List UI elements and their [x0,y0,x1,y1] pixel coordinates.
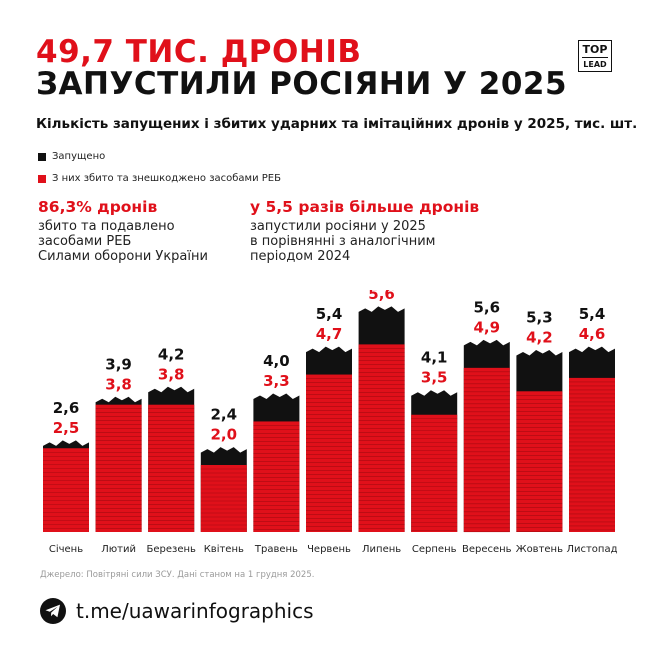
value-label-shot-down: 4,9 [474,318,501,336]
legend-item-shot-down: З них збито та знешкоджено засобами РЕБ [38,173,281,184]
stat-shot-down-share: 86,3% дронів збито та подавлено засобами… [38,198,208,264]
value-label-shot-down: 3,8 [158,365,185,383]
month-label: Червень [307,544,351,555]
legend-swatch-shot-down [38,174,46,183]
month-label: Листопад [566,544,617,555]
value-label-launched: 2,6 [53,399,80,417]
bar-shot-down [200,465,247,532]
value-label-launched: 4,2 [158,345,185,363]
legend-label-shot-down: З них збито та знешкоджено засобами РЕБ [52,173,281,184]
bar-shot-down [43,448,89,532]
month-label: Серпень [412,544,457,555]
month-label: Квітень [204,543,244,555]
stat-right-highlight: у 5,5 разів більше дронів [250,198,480,216]
value-label-launched: 5,4 [579,305,606,323]
legend-swatch-launched [38,152,46,161]
month-label: Березень [146,544,196,555]
month-label: Лютий [101,544,136,555]
value-label-shot-down: 4,7 [316,325,343,343]
month-label: Січень [49,543,83,555]
value-label-launched: 5,3 [526,308,553,326]
value-label-launched: 5,4 [316,305,343,323]
value-label-launched: 4,0 [263,352,290,370]
stat-growth: у 5,5 разів більше дронів запустили росі… [250,198,479,264]
value-label-shot-down: 3,5 [421,369,448,387]
telegram-link-text[interactable]: t.me/uawarinfographics [76,599,314,623]
top-lead-logo: TOP LEAD [578,40,612,72]
value-label-shot-down: 3,8 [105,375,132,393]
value-label-launched: 3,9 [105,355,132,373]
bar-shot-down [463,367,510,532]
bar-shot-down [148,404,195,532]
telegram-icon [40,598,66,624]
bar-shot-down [516,391,563,532]
month-label: Травень [254,544,298,555]
value-label-shot-down: 2,5 [53,419,80,437]
value-label-shot-down: 4,2 [526,328,553,346]
stat-right-line: періодом 2024 [250,249,351,264]
month-label: Вересень [462,544,512,555]
month-label: Жовтень [516,544,563,555]
title-line-2: ЗАПУСТИЛИ РОСІЯНИ У 2025 [36,66,568,102]
bar-shot-down [306,374,352,532]
bar-shot-down [569,377,615,532]
stat-left-highlight: 86,3% дронів [38,198,158,216]
stat-left-line: засобами РЕБ [38,234,132,249]
chart-subtitle: Кількість запущених і збитих ударних та … [36,116,638,132]
value-label-shot-down: 5,6 [368,290,395,303]
value-label-shot-down: 4,6 [579,325,606,343]
bar-shot-down [253,421,300,532]
legend-label-launched: Запущено [52,151,106,162]
logo-bottom-text: LEAD [582,57,608,70]
telegram-link[interactable]: t.me/uawarinfographics [40,598,314,624]
title-line-1: 49,7 ТИС. ДРОНІВ [36,34,362,70]
stat-right-line: в порівнянні з аналогічним [250,234,436,249]
value-label-launched: 2,4 [211,406,238,424]
value-label-shot-down: 2,0 [211,426,238,444]
stat-right-line: запустили росіяни у 2025 [250,219,426,234]
bar-shot-down [95,404,142,532]
stat-left-line: Силами оборони України [38,249,208,264]
drone-bar-chart: 2,6 2,5 Січень 3,9 3,8 Лютий 4,2 3,8 Березень 2,4… [43,290,618,555]
value-label-launched: 5,6 [474,298,501,316]
value-label-shot-down: 3,3 [263,372,290,390]
value-label-launched: 4,1 [421,349,448,367]
bar-shot-down [411,414,458,532]
legend-item-launched: Запущено [38,151,105,162]
stat-left-line: збито та подавлено [38,219,175,234]
logo-top-text: TOP [582,43,608,56]
source-note: Джерело: Повітряні сили ЗСУ. Дані станом… [40,570,315,580]
month-label: Липень [362,544,401,555]
bar-shot-down [358,344,405,532]
